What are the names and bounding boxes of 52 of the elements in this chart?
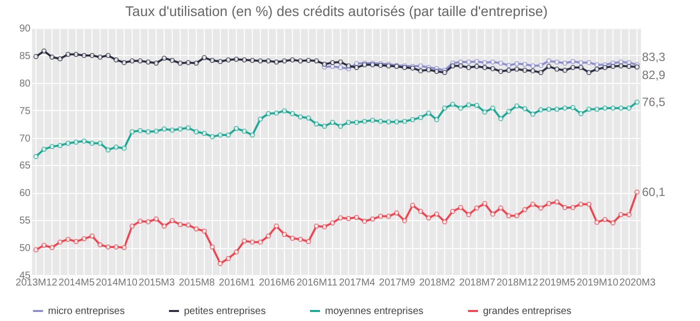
- legend-label: petites entreprises: [184, 306, 266, 317]
- chart-title: Taux d'utilisation (en %) des crédits autorisés (par taille d'entreprise): [125, 3, 548, 19]
- x-tick-label: 2016M6: [258, 278, 296, 288]
- legend-label: moyennes entreprises: [325, 306, 424, 317]
- y-tick-label: 90: [19, 24, 31, 34]
- legend-label: grandes entreprises: [483, 306, 572, 317]
- legend-label: micro entreprises: [48, 306, 125, 317]
- point: [418, 63, 424, 68]
- point: [474, 58, 480, 64]
- point: [586, 60, 592, 66]
- x-tick-label: 2018M7: [459, 278, 496, 288]
- x-tick-label: 2019M5: [539, 278, 576, 288]
- point: [546, 58, 552, 64]
- x-tick-label: 2018M12: [496, 278, 539, 288]
- point: [530, 63, 536, 68]
- point: [578, 60, 584, 66]
- y-tick-label: 80: [19, 78, 31, 90]
- data-label: 76,5: [642, 95, 666, 110]
- x-tick-label: 2015M8: [178, 278, 216, 288]
- x-tick-label: 2014M5: [58, 278, 96, 288]
- y-tick-label: 60: [19, 188, 31, 200]
- x-tick-label: 2018M2: [419, 278, 456, 288]
- x-tick-label: 2017M9: [379, 278, 416, 288]
- x-tick-label: 2015M3: [138, 278, 176, 288]
- point: [498, 60, 504, 66]
- point: [506, 62, 512, 68]
- x-tick-label: 2020M3: [619, 278, 656, 288]
- point: [466, 59, 472, 65]
- data-label: 82,9: [642, 68, 666, 82]
- y-tick-label: 55: [19, 216, 31, 227]
- point: [570, 58, 576, 64]
- x-tick-label: 2016M1: [218, 278, 256, 288]
- point: [490, 59, 496, 65]
- point: [338, 64, 344, 70]
- y-tick-label: 75: [19, 106, 31, 117]
- x-tick-label: 2019M10: [576, 278, 619, 288]
- point: [482, 60, 488, 66]
- point: [594, 62, 600, 68]
- point: [562, 60, 568, 66]
- x-tick-label: 2014M10: [96, 278, 138, 288]
- point: [554, 59, 560, 65]
- point: [538, 62, 544, 68]
- y-tick-label: 65: [19, 160, 31, 172]
- point: [514, 61, 520, 66]
- y-tick-label: 85: [19, 50, 31, 62]
- point: [522, 62, 528, 67]
- data-label: 60,1: [642, 185, 666, 200]
- data-label: 83,3: [642, 50, 666, 64]
- y-tick-label: 50: [19, 243, 31, 254]
- x-tick-label: 2016M11: [296, 278, 338, 288]
- y-tick-label: 70: [19, 133, 31, 144]
- x-tick-label: 2017M4: [338, 278, 376, 288]
